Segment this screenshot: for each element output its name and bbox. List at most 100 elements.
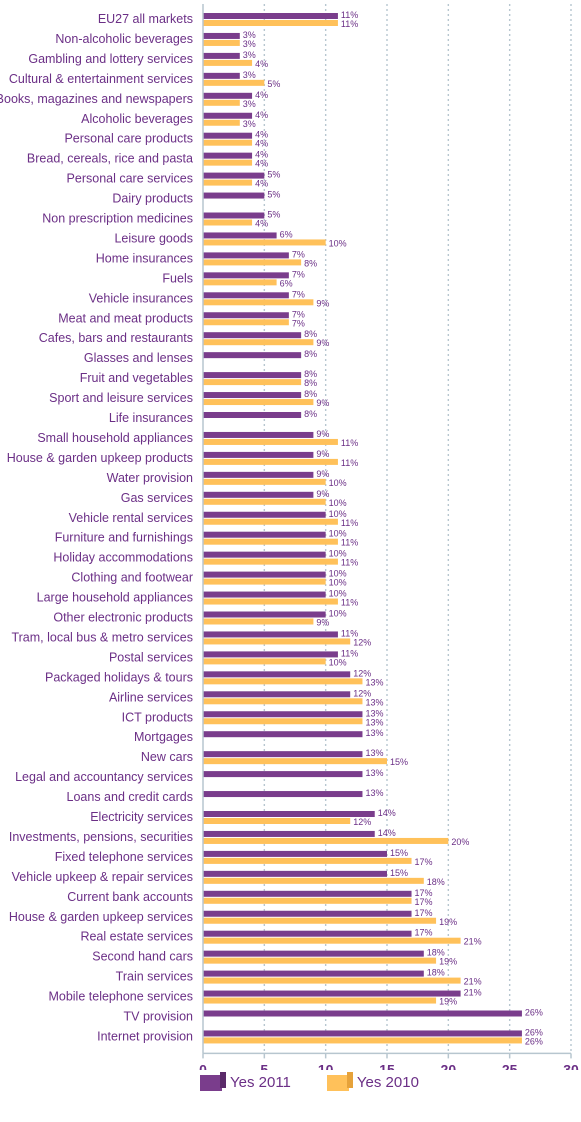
bar-2010 <box>203 618 314 625</box>
value-label-2010: 3% <box>243 119 256 129</box>
bar-2011 <box>203 890 412 897</box>
value-label-2010: 10% <box>329 498 347 508</box>
bar-2010 <box>203 818 351 824</box>
bar-2011 <box>203 551 326 558</box>
value-label-2010: 13% <box>365 677 383 687</box>
bar-2010 <box>203 438 338 445</box>
category-label: Water provision <box>107 471 193 485</box>
category-label: Small household appliances <box>37 431 193 445</box>
bar-2010 <box>203 977 461 984</box>
bar-2011 <box>203 13 338 19</box>
bar-2011 <box>203 292 289 299</box>
value-label-2010: 10% <box>329 657 347 667</box>
value-label-2011: 10% <box>329 569 347 579</box>
bar-2010 <box>203 877 424 884</box>
value-label-2010: 4% <box>255 59 268 69</box>
category-label: EU27 all markets <box>98 12 193 26</box>
value-label-2011: 13% <box>365 768 383 778</box>
bar-2010 <box>203 458 338 465</box>
value-label-2010: 12% <box>353 637 371 647</box>
category-label: Electricity services <box>90 810 193 824</box>
value-label-2010: 21% <box>464 977 482 987</box>
value-label-2011: 10% <box>329 549 347 559</box>
value-label-2011: 7% <box>292 269 305 279</box>
value-label-2010: 19% <box>439 997 457 1007</box>
bar-2011 <box>203 471 314 478</box>
category-label: Personal care products <box>64 132 193 146</box>
legend-swatch-2010 <box>326 1071 353 1091</box>
bar-2011 <box>203 571 326 578</box>
bar-2011 <box>203 272 289 279</box>
value-label-2010: 11% <box>341 558 358 568</box>
value-label-2010: 9% <box>316 398 329 408</box>
bar-2011 <box>203 591 326 598</box>
bar-2011 <box>203 172 265 179</box>
value-label-2010: 15% <box>390 757 408 767</box>
value-label-2011: 13% <box>365 788 383 798</box>
value-label-2010: 8% <box>304 258 317 268</box>
value-label-2011: 8% <box>304 329 317 339</box>
value-label-2011: 17% <box>415 928 433 938</box>
category-label: Alcoholic beverages <box>81 112 193 126</box>
x-tick-label-20: 20 <box>441 1061 457 1070</box>
value-label-2011: 11% <box>341 648 358 658</box>
bar-2011 <box>203 671 351 678</box>
value-label-2011: 13% <box>365 708 383 718</box>
bar-2010 <box>203 119 240 126</box>
value-label-2011: 7% <box>292 249 305 259</box>
category-label: Loans and credit cards <box>67 790 193 804</box>
category-label: Real estate services <box>80 930 193 944</box>
category-label: Cafes, bars and restaurants <box>39 331 193 345</box>
value-label-2011: 18% <box>427 948 445 958</box>
bar-2010 <box>203 837 449 844</box>
bar-2011 <box>203 392 302 399</box>
legend-label-2010: Yes 2010 <box>356 1074 419 1091</box>
category-label: Home insurances <box>96 251 193 265</box>
value-label-2010: 5% <box>267 79 280 89</box>
bar-2011 <box>203 930 412 937</box>
category-label: House & garden upkeep products <box>7 451 193 465</box>
value-label-2010: 19% <box>439 957 457 967</box>
category-label: Fixed telephone services <box>55 850 193 864</box>
category-label: Fuels <box>162 271 193 285</box>
x-tick-label-25: 25 <box>502 1061 518 1070</box>
bar-2011 <box>203 531 326 538</box>
bar-2010 <box>203 957 437 964</box>
value-label-2010: 4% <box>255 159 268 169</box>
bar-2010 <box>203 159 253 166</box>
legend-swatch-2011 <box>200 1071 226 1091</box>
bar-2010 <box>203 538 338 545</box>
x-tick-label-10: 10 <box>318 1061 334 1070</box>
bar-2011 <box>203 731 363 738</box>
bar-2011 <box>203 711 363 718</box>
bar-2011 <box>203 312 289 319</box>
value-label-2010: 17% <box>415 857 433 867</box>
value-label-2011: 8% <box>304 389 317 399</box>
bar-2010 <box>203 239 326 246</box>
bar-2010 <box>203 319 289 326</box>
value-label-2010: 13% <box>365 717 383 727</box>
category-label: Second hand cars <box>92 950 193 964</box>
bar-2010 <box>203 478 326 485</box>
value-label-2011: 3% <box>243 50 256 60</box>
value-label-2011: 8% <box>304 369 317 379</box>
bar-2011 <box>203 511 326 518</box>
category-label: ICT products <box>122 710 193 724</box>
value-label-2010: 11% <box>341 458 358 468</box>
value-label-2010: 4% <box>255 139 268 149</box>
value-label-2011: 7% <box>292 289 305 299</box>
value-label-2011: 13% <box>365 748 383 758</box>
category-label: House & garden upkeep services <box>9 910 193 924</box>
bar-2011 <box>203 1030 522 1037</box>
bar-2011 <box>203 771 363 778</box>
bar-2010 <box>203 1037 522 1044</box>
bar-2010 <box>203 59 253 66</box>
value-label-2011: 4% <box>255 110 268 120</box>
x-tick-label-0: 0 <box>199 1061 207 1070</box>
value-label-2010: 20% <box>451 837 469 847</box>
value-label-2011: 5% <box>267 170 280 180</box>
value-label-2011: 4% <box>255 130 268 140</box>
value-label-2011: 7% <box>292 309 305 319</box>
bar-2010 <box>203 698 363 705</box>
category-label: Fruit and vegetables <box>80 371 193 385</box>
